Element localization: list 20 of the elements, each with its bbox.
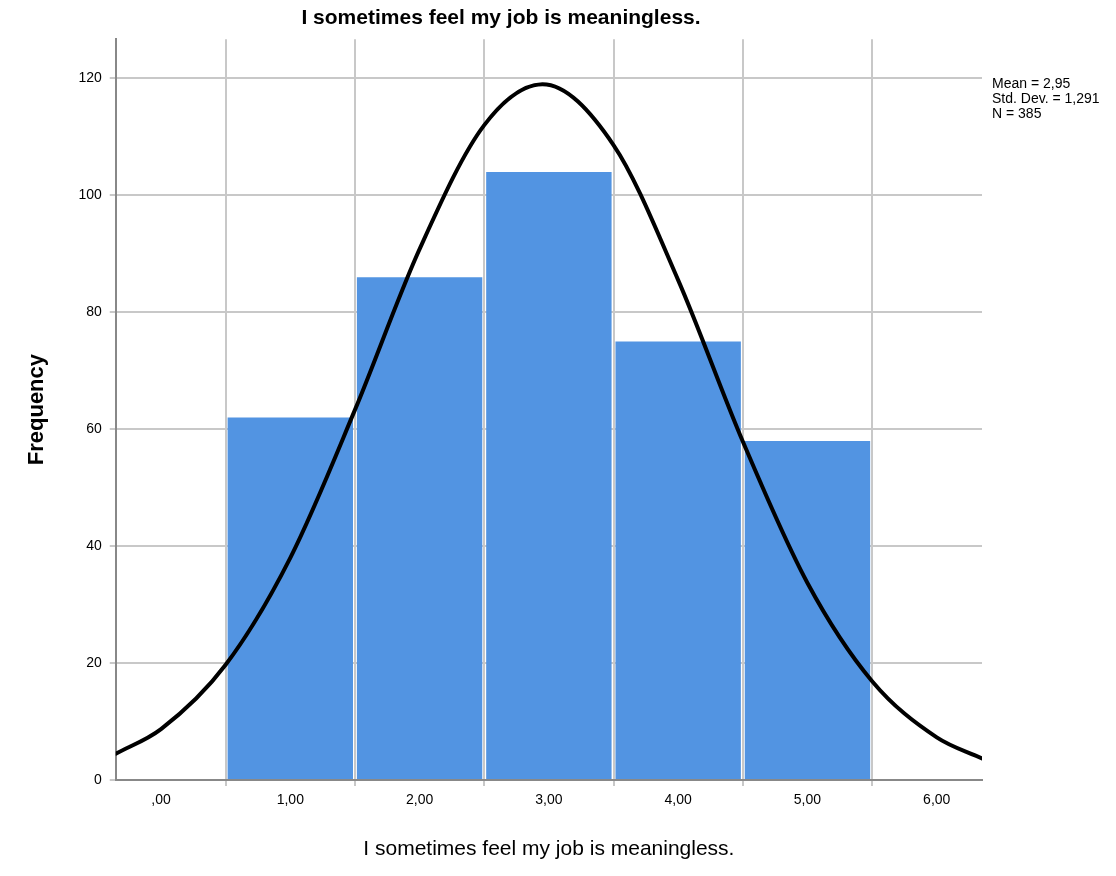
chart-title: I sometimes feel my job is meaningless. [301,5,701,29]
x-tick-label: 3,00 [535,791,563,808]
text: N = 385 [992,105,1042,122]
x-tick-label: 1,00 [276,791,305,808]
y-tick-label: 60 [86,420,102,437]
y-tick-label: 0 [93,770,102,787]
x-tick-label: 4,00 [664,791,693,808]
y-tick-label: 120 [78,69,102,86]
y-tick-label: 80 [86,303,102,320]
x-tick-label: 5,00 [793,791,822,808]
y-axis-title: Frequency [23,353,49,466]
text: Mean = 2,95 [992,75,1071,92]
x-axis-title: I sometimes feel my job is meaningless. [363,836,735,860]
y-tick-label: 100 [78,186,102,203]
x-tick-label: 6,00 [923,791,951,808]
y-tick-label: 20 [86,653,102,670]
x-tick-label: ,00 [151,791,171,808]
x-tick-label: 2,00 [405,791,434,808]
y-tick-label: 40 [86,536,102,553]
text: Std. Dev. = 1,291 [992,90,1100,107]
